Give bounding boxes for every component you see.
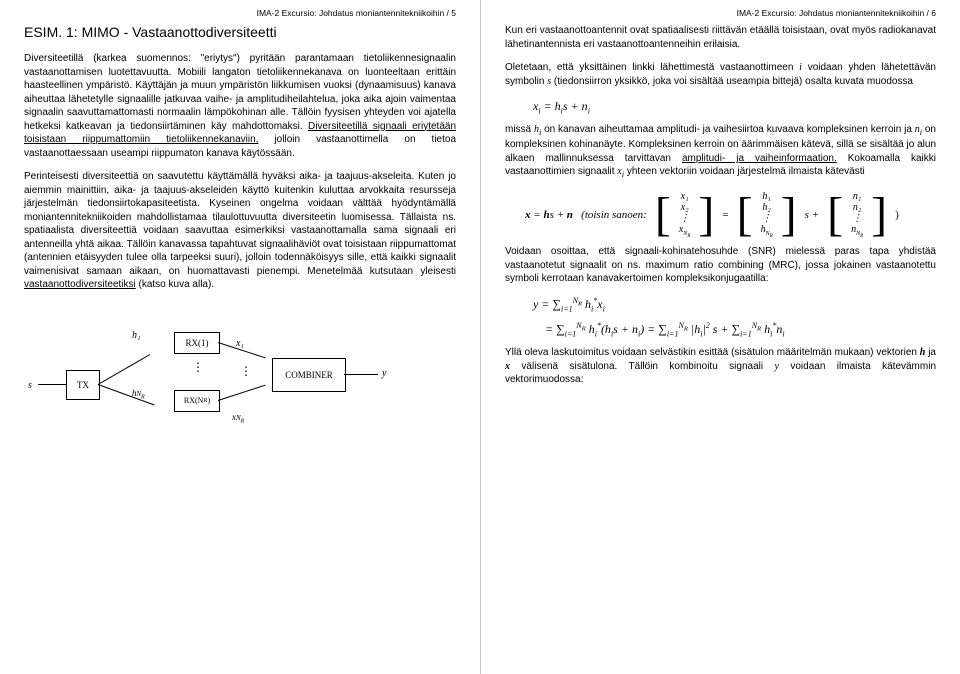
r-para-1: Kun eri vastaanottoantennit ovat spatiaa… bbox=[505, 24, 936, 51]
lbl-x1: x₁ bbox=[236, 338, 244, 349]
para-2-b: (katso kuva alla). bbox=[136, 279, 214, 290]
page-right: IMA-2 Excursio: Johdatus moniantennitekn… bbox=[480, 0, 960, 674]
var-ni: ni bbox=[915, 124, 922, 135]
r-p3a: missä bbox=[505, 124, 534, 135]
header-right: IMA-2 Excursio: Johdatus moniantennitekn… bbox=[505, 8, 936, 18]
para-1: Diversiteetillä (karkea suomennos: "eriy… bbox=[24, 52, 456, 160]
header-left: IMA-2 Excursio: Johdatus moniantennitekn… bbox=[24, 8, 456, 18]
wire bbox=[218, 384, 266, 400]
vdots-icon: ⋮ bbox=[240, 368, 252, 375]
r-p3b: on kanavan aiheuttamaa amplitudi- ja vai… bbox=[541, 124, 914, 135]
col-n: n₁n₂⋮nNR bbox=[851, 191, 863, 240]
rx1-box: RX(1) bbox=[174, 332, 220, 354]
lbl-xn: xNR bbox=[232, 412, 244, 424]
bracket-icon: [ bbox=[737, 191, 753, 239]
diagram: s TX h₁ hNR RX(1) ⋮ RX(NR) x₁ xNR ⋮ COMB… bbox=[24, 302, 444, 432]
r-para-2: Oletetaan, että yksittäinen linkki lähet… bbox=[505, 61, 936, 88]
pages: IMA-2 Excursio: Johdatus moniantennitekn… bbox=[0, 0, 960, 674]
rxn-box: RX(NR) bbox=[174, 390, 220, 412]
matrix-eq: x = hs + n (toisin sanoen: [ x₁x₂⋮xNR ] … bbox=[525, 191, 936, 240]
vdots-icon: ⋮ bbox=[192, 364, 204, 371]
r-p5c: välisenä sisätulona. Tällöin kombinoitu … bbox=[510, 361, 775, 372]
para-2-u: vastaanottodiversiteetiksi bbox=[24, 279, 136, 290]
r-p5a: Yllä oleva laskutoimitus voidaan selväst… bbox=[505, 347, 920, 358]
r-p2c: (tiedonsiirron yksikkö, joka voi sisältä… bbox=[551, 76, 913, 87]
eq-y1: y = ∑i=1NR hi*xi bbox=[533, 296, 936, 315]
bracket-icon: ] bbox=[698, 191, 714, 239]
eq-y2: = ∑i=1NR hi*(his + ni) = ∑i=1NR |hi|2 s … bbox=[545, 321, 936, 340]
combiner-box: COMBINER bbox=[272, 358, 346, 392]
r-para-4: Voidaan osoittaa, että signaali-kohinate… bbox=[505, 245, 936, 286]
r-p5b: ja bbox=[925, 347, 936, 358]
col-h: h₁h₂⋮hNR bbox=[761, 191, 773, 240]
wire bbox=[344, 374, 378, 375]
bracket-icon: ] bbox=[871, 191, 887, 239]
r-p2a: Oletetaan, että yksittäinen linkki lähet… bbox=[505, 62, 799, 73]
body-left: Diversiteetillä (karkea suomennos: "eriy… bbox=[24, 52, 456, 292]
para-2: Perinteisesti diversiteettiä on saavutet… bbox=[24, 170, 456, 292]
eq-xi: xi = his + ni bbox=[533, 98, 936, 117]
body-right: Kun eri vastaanottoantennit ovat spatiaa… bbox=[505, 24, 936, 387]
r-para-3: missä hi on kanavan aiheuttamaa amplitud… bbox=[505, 123, 936, 180]
tx-box: TX bbox=[66, 370, 100, 400]
lbl-h1: h₁ bbox=[132, 330, 140, 341]
bracket-icon: [ bbox=[827, 191, 843, 239]
bracket-icon: ] bbox=[781, 191, 797, 239]
wire bbox=[38, 384, 66, 385]
r-p3u: amplitudi- ja vaiheinformaation. bbox=[682, 153, 837, 164]
lbl-y: y bbox=[382, 368, 386, 379]
para-2-a: Perinteisesti diversiteettiä on saavutet… bbox=[24, 171, 456, 277]
wire bbox=[98, 384, 155, 405]
bracket-icon: [ bbox=[655, 191, 671, 239]
col-x: x₁x₂⋮xNR bbox=[679, 191, 691, 240]
r-p3e: yhteen vektoriin voidaan järjestelmä ilm… bbox=[624, 166, 865, 177]
page-left: IMA-2 Excursio: Johdatus moniantennitekn… bbox=[0, 0, 480, 674]
lbl-s: s bbox=[28, 380, 32, 391]
wire bbox=[98, 354, 150, 385]
r-para-5: Yllä oleva laskutoimitus voidaan selväst… bbox=[505, 346, 936, 387]
title-left: ESIM. 1: MIMO - Vastaanottodiversiteetti bbox=[24, 24, 456, 40]
